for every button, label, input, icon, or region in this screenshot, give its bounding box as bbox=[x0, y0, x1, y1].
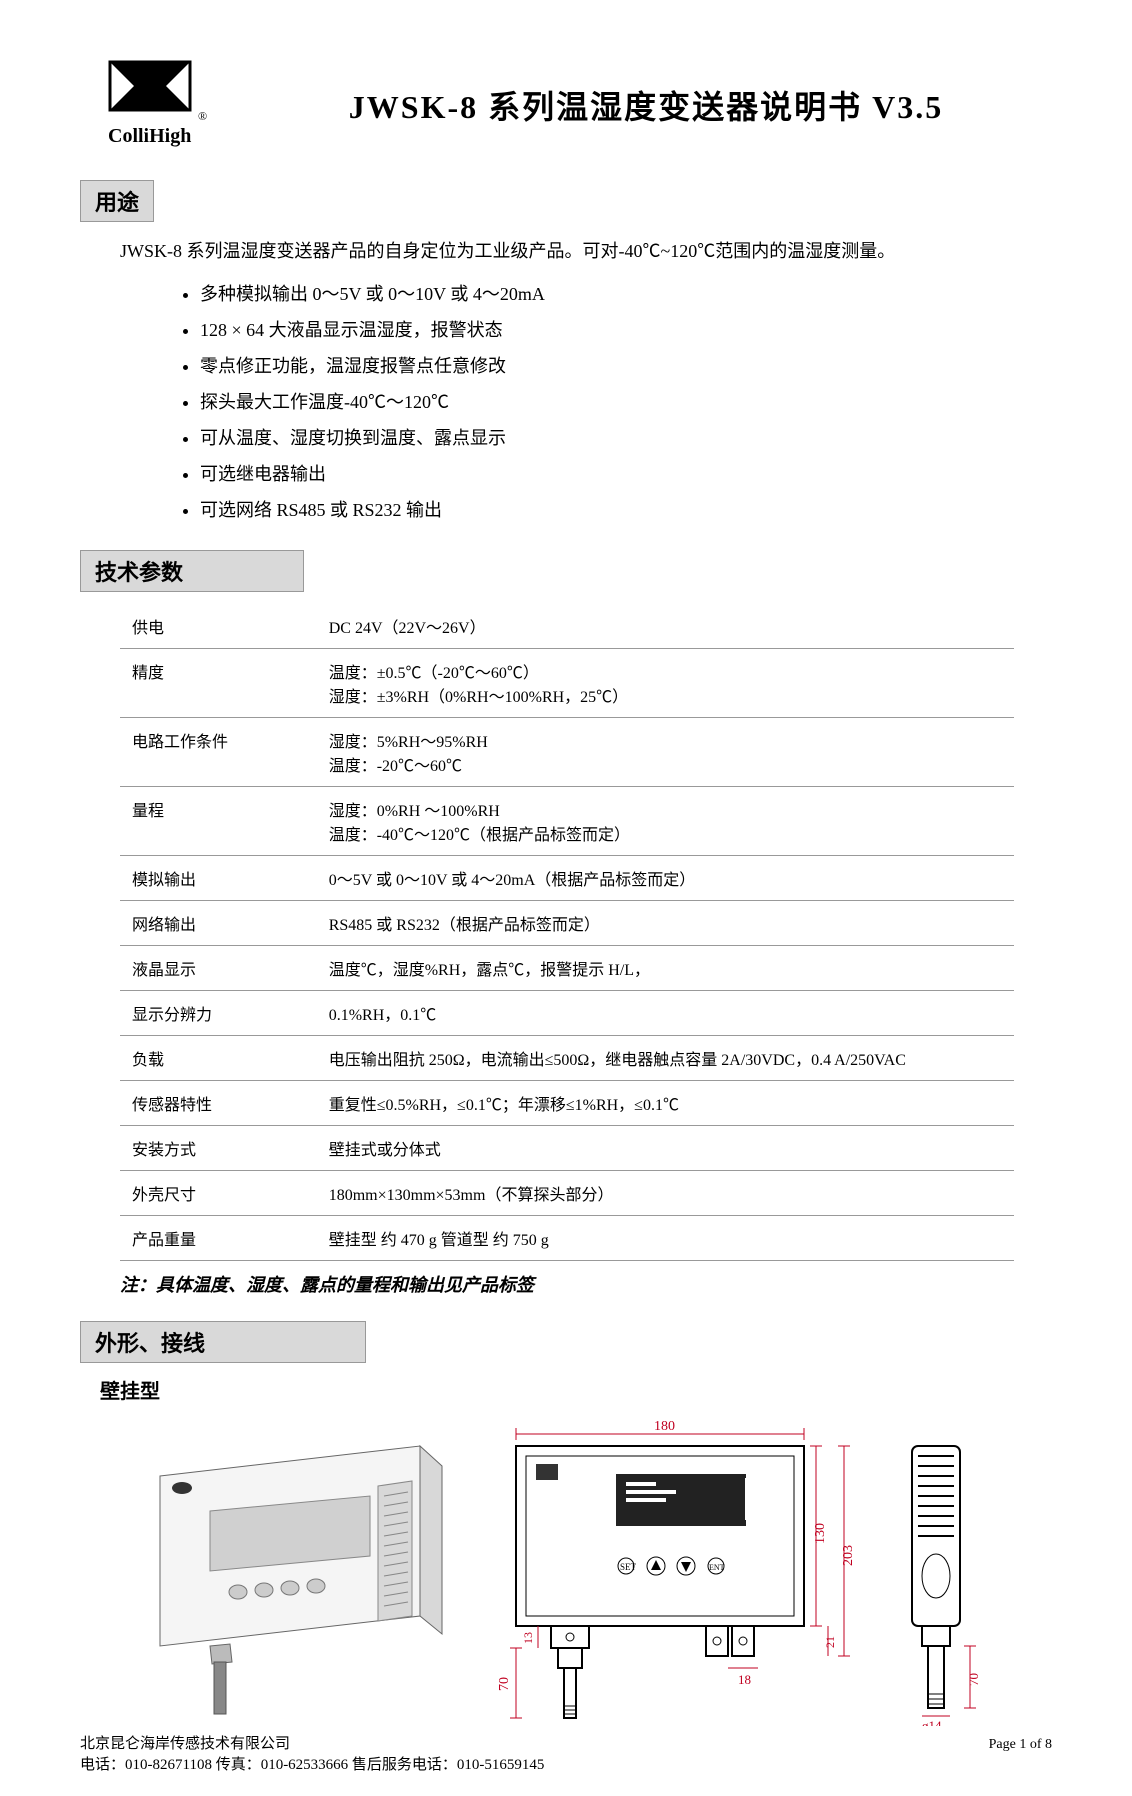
dim-70b: 70 bbox=[966, 1673, 981, 1686]
feature-item: 可选网络 RS485 或 RS232 输出 bbox=[200, 492, 1052, 528]
dim-18: 18 bbox=[738, 1672, 751, 1687]
feature-item: 探头最大工作温度-40℃～120℃ bbox=[200, 384, 1052, 420]
svg-text:ENT: ENT bbox=[709, 1563, 725, 1572]
footer-company: 北京昆仑海岸传感技术有限公司 bbox=[80, 1732, 290, 1753]
table-row: 液晶显示温度℃，湿度%RH，露点℃，报警提示 H/L， bbox=[120, 946, 1014, 991]
document-title: JWSK-8 系列温湿度变送器说明书 V3.5 bbox=[240, 82, 1052, 128]
dim-top: 180 bbox=[654, 1419, 675, 1434]
header: ® ColliHigh JWSK-8 系列温湿度变送器说明书 V3.5 bbox=[80, 60, 1052, 150]
feature-item: 零点修正功能，温湿度报警点任意修改 bbox=[200, 348, 1052, 384]
table-row: 模拟输出0～5V 或 0～10V 或 4～20mA（根据产品标签而定） bbox=[120, 856, 1014, 901]
reg-mark: ® bbox=[198, 109, 207, 123]
table-row: 显示分辨力0.1%RH，0.1℃ bbox=[120, 991, 1014, 1036]
dim-phi14: ø14 bbox=[922, 1718, 942, 1726]
feature-list: 多种模拟输出 0～5V 或 0～10V 或 4～20mA 128 × 64 大液… bbox=[200, 276, 1052, 528]
feature-item: 可选继电器输出 bbox=[200, 456, 1052, 492]
feature-item: 可从温度、湿度切换到温度、露点显示 bbox=[200, 420, 1052, 456]
table-row: 负载电压输出阻抗 250Ω，电流输出≤500Ω，继电器触点容量 2A/30VDC… bbox=[120, 1036, 1014, 1081]
product-illustrations: 180 SET ENT 130 203 bbox=[140, 1416, 1052, 1726]
svg-text:SET: SET bbox=[620, 1562, 637, 1572]
dim-13: 13 bbox=[521, 1632, 535, 1644]
table-row: 网络输出RS485 或 RS232（根据产品标签而定） bbox=[120, 901, 1014, 946]
product-render bbox=[140, 1416, 460, 1726]
spec-note: 注：具体温度、湿度、露点的量程和输出见产品标签 bbox=[120, 1271, 1052, 1297]
table-row: 产品重量壁挂型 约 470 g 管道型 约 750 g bbox=[120, 1216, 1014, 1261]
table-row: 外壳尺寸180mm×130mm×53mm（不算探头部分） bbox=[120, 1171, 1014, 1216]
page: ® ColliHigh JWSK-8 系列温湿度变送器说明书 V3.5 用途 J… bbox=[0, 0, 1132, 1796]
wall-mount-label: 壁挂型 bbox=[100, 1375, 1052, 1404]
table-row: 安装方式壁挂式或分体式 bbox=[120, 1126, 1014, 1171]
intro-text: JWSK-8 系列温湿度变送器产品的自身定位为工业级产品。可对-40℃~120℃… bbox=[120, 234, 1052, 268]
table-row: 电路工作条件湿度：5%RH～95%RH 温度：-20℃～60℃ bbox=[120, 718, 1014, 787]
dimension-drawing-side: 70 ø14 bbox=[892, 1416, 992, 1726]
spec-table: 供电DC 24V（22V～26V） 精度温度：±0.5℃（-20℃～60℃） 湿… bbox=[120, 604, 1014, 1261]
dim-130: 130 bbox=[813, 1523, 828, 1544]
dim-70: 70 bbox=[497, 1677, 512, 1691]
dim-203: 203 bbox=[841, 1545, 856, 1566]
collihigh-logo: ® ColliHigh bbox=[80, 60, 220, 150]
table-row: 供电DC 24V（22V～26V） bbox=[120, 604, 1014, 649]
brand-text: ColliHigh bbox=[108, 125, 191, 147]
footer-contacts: 电话：010-82671108 传真：010-62533666 售后服务电话：0… bbox=[80, 1753, 1052, 1774]
page-number: Page 1 of 8 bbox=[989, 1737, 1052, 1753]
footer: 北京昆仑海岸传感技术有限公司 Page 1 of 8 电话：010-826711… bbox=[80, 1732, 1052, 1774]
table-row: 传感器特性重复性≤0.5%RH，≤0.1℃；年漂移≤1%RH，≤0.1℃ bbox=[120, 1081, 1014, 1126]
dim-21: 21 bbox=[823, 1636, 837, 1648]
section-shape-heading: 外形、接线 bbox=[80, 1321, 366, 1363]
section-tech-heading: 技术参数 bbox=[80, 550, 304, 592]
section-usage-heading: 用途 bbox=[80, 180, 154, 222]
table-row: 量程湿度：0%RH ～100%RH 温度：-40℃～120℃（根据产品标签而定） bbox=[120, 787, 1014, 856]
feature-item: 多种模拟输出 0～5V 或 0～10V 或 4～20mA bbox=[200, 276, 1052, 312]
table-row: 精度温度：±0.5℃（-20℃～60℃） 湿度：±3%RH（0%RH～100%R… bbox=[120, 649, 1014, 718]
feature-item: 128 × 64 大液晶显示温湿度，报警状态 bbox=[200, 312, 1052, 348]
dimension-drawing-front: 180 SET ENT 130 203 bbox=[476, 1416, 876, 1726]
